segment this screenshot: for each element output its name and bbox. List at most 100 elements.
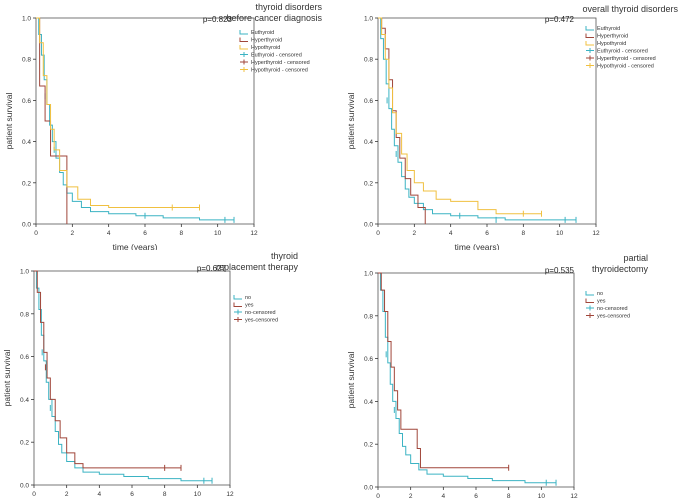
legend-label: Hypothyroid <box>597 41 626 47</box>
legend-label: Hyperthyroid - censored <box>251 60 310 66</box>
x-axis-label: time (years) <box>113 242 158 250</box>
y-tick-label: 0.8 <box>20 311 29 318</box>
x-tick-label: 0 <box>34 230 38 237</box>
km-curve-yes <box>34 270 181 469</box>
y-tick-label: 0.6 <box>364 98 373 105</box>
y-tick-label: 0.2 <box>364 180 373 187</box>
legend-label: yes-censored <box>245 318 278 324</box>
y-axis-label: patient survival <box>346 93 356 150</box>
y-tick-label: 0.4 <box>22 139 31 146</box>
x-tick-label: 8 <box>163 491 167 498</box>
legend-label: Hyperthyroid <box>597 34 628 40</box>
x-tick-label: 0 <box>32 491 36 498</box>
x-tick-label: 10 <box>214 230 222 237</box>
chart-title-line: partial <box>623 253 648 263</box>
legend-swatch <box>585 41 594 46</box>
km-curve-hyperthyroid <box>36 17 68 224</box>
x-tick-label: 8 <box>522 230 526 237</box>
y-tick-label: 0.2 <box>364 442 373 449</box>
y-tick-label: 0.8 <box>22 57 31 64</box>
y-axis-label: patient survival <box>2 350 12 407</box>
y-tick-label: 0.2 <box>20 440 29 447</box>
km-chart-thyroid-disorders-before-diagnosis: 0.0 0.2 0.4 0.6 0.8 1.0 0 2 4 6 8 10 12 time (years) p… <box>0 0 342 252</box>
legend-swatch <box>239 37 248 42</box>
x-tick-label: 2 <box>71 230 75 237</box>
legend-swatch <box>239 45 248 50</box>
y-tick-label: 0.0 <box>22 222 31 229</box>
legend-label: Hypothyroid - censored <box>251 68 308 74</box>
legend-swatch <box>239 30 248 35</box>
chart-title-line: thyroidectomy <box>592 264 649 274</box>
legend-swatch <box>585 33 594 38</box>
km-curve-euthyroid <box>36 17 235 221</box>
km-curve-hypothyroid <box>36 17 200 209</box>
x-tick-label: 0 <box>376 493 380 499</box>
y-tick-label: 0.6 <box>22 98 31 105</box>
chart-title-line: overall thyroid disorders <box>582 4 678 14</box>
y-tick-label: 0.2 <box>22 180 31 187</box>
chart-title-line: thyroid <box>271 251 298 261</box>
y-tick-label: 0.4 <box>364 399 373 406</box>
legend-label: no-censored <box>245 310 276 316</box>
y-axis-label: patient survival <box>4 93 14 150</box>
y-axis-label: patient survival <box>346 352 356 409</box>
x-tick-label: 2 <box>413 230 417 237</box>
x-tick-label: 12 <box>226 491 234 498</box>
legend-label: Hyperthyroid - censored <box>597 56 656 62</box>
x-tick-label: 6 <box>474 493 478 499</box>
km-curve-no <box>378 272 557 484</box>
legend-label: no <box>245 295 251 301</box>
p-value-label: p=0.535 <box>545 266 575 275</box>
p-value-label: p=0.627 <box>197 264 227 273</box>
y-tick-label: 0.4 <box>364 139 373 146</box>
x-tick-label: 4 <box>107 230 111 237</box>
legend-swatch <box>585 26 594 31</box>
km-curve-hypothyroid <box>378 17 542 215</box>
km-curve-euthyroid <box>378 17 577 221</box>
legend-label: Hypothyroid <box>251 45 280 51</box>
legend-label: Euthyroid <box>597 26 620 32</box>
legend-swatch <box>585 298 594 303</box>
legend-label: Euthyroid - censored <box>251 53 302 59</box>
km-curve-no <box>34 270 213 482</box>
x-tick-label: 4 <box>98 491 102 498</box>
x-tick-label: 10 <box>538 493 546 499</box>
y-tick-label: 0.0 <box>364 222 373 229</box>
x-tick-label: 6 <box>143 230 147 237</box>
y-tick-label: 1.0 <box>22 16 31 23</box>
y-tick-label: 0.8 <box>364 313 373 320</box>
y-tick-label: 0.0 <box>20 483 29 490</box>
chart-title-line: thyroid disorders <box>255 2 322 12</box>
legend-label: Euthyroid <box>251 30 274 36</box>
legend-label: Hypothyroid - censored <box>597 64 654 70</box>
legend-label: Euthyroid - censored <box>597 49 648 55</box>
x-axis-label: time (years) <box>455 242 500 250</box>
x-tick-label: 6 <box>485 230 489 237</box>
legend-label: yes <box>597 299 606 305</box>
chart-title-line: before cancer diagnosis <box>226 13 322 23</box>
x-tick-label: 8 <box>180 230 184 237</box>
y-tick-label: 0.6 <box>20 354 29 361</box>
x-tick-label: 0 <box>376 230 380 237</box>
x-tick-label: 10 <box>194 491 202 498</box>
chart-title-line: replacement therapy <box>216 262 299 272</box>
x-tick-label: 10 <box>556 230 564 237</box>
legend-label: no-censored <box>597 306 628 312</box>
y-tick-label: 0.6 <box>364 356 373 363</box>
legend-label: Hyperthyroid <box>251 38 282 44</box>
y-tick-label: 0.8 <box>364 57 373 64</box>
x-tick-label: 6 <box>130 491 134 498</box>
y-tick-label: 0.4 <box>20 397 29 404</box>
y-tick-label: 0.0 <box>364 485 373 492</box>
x-tick-label: 2 <box>409 493 413 499</box>
p-value-label: p=0.472 <box>545 15 575 24</box>
legend-label: yes <box>245 303 254 309</box>
km-chart-overall-thyroid-disorders: 0.0 0.2 0.4 0.6 0.8 1.0 0 2 4 6 8 10 12 time (years) p… <box>342 0 684 252</box>
km-curve-yes <box>378 272 509 469</box>
x-tick-label: 2 <box>65 491 69 498</box>
x-tick-label: 8 <box>507 493 511 499</box>
